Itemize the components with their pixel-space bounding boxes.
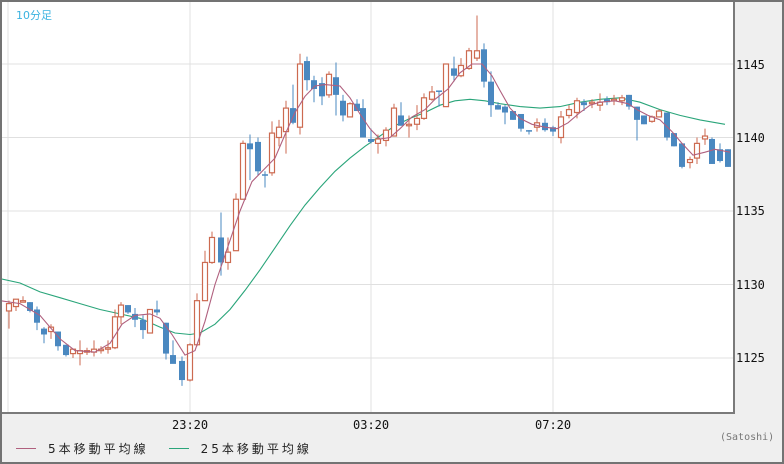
period-label: 10分足 [16,9,52,22]
y-tick-1145: 1145 [736,58,765,72]
legend-label-ma5: 5本移動平均線 [48,442,149,456]
ma5-line [2,63,731,356]
y-tick-1125: 1125 [736,351,765,365]
y-tick-1140: 1140 [736,131,765,145]
legend-label-ma25: 25本移動平均線 [200,442,312,456]
legend-item-ma25: 25本移動平均線 [168,440,312,457]
legend-item-ma5: 5本移動平均線 [16,440,149,457]
gridlines [2,2,733,412]
ma5-swatch-icon [16,448,36,449]
candlestick-chart [2,2,733,412]
x-tick-0320: 03:20 [353,418,390,432]
candles [5,15,731,386]
credit-label: (Satoshi) [720,432,775,443]
x-tick-2320: 23:20 [172,418,209,432]
plot-area: 10分足 [2,2,735,414]
y-tick-1135: 1135 [736,204,765,218]
y-tick-1130: 1130 [736,278,765,292]
x-tick-0720: 07:20 [535,418,572,432]
ma25-swatch-icon [168,448,189,449]
legend: 5本移動平均線 25本移動平均線 [16,440,332,457]
